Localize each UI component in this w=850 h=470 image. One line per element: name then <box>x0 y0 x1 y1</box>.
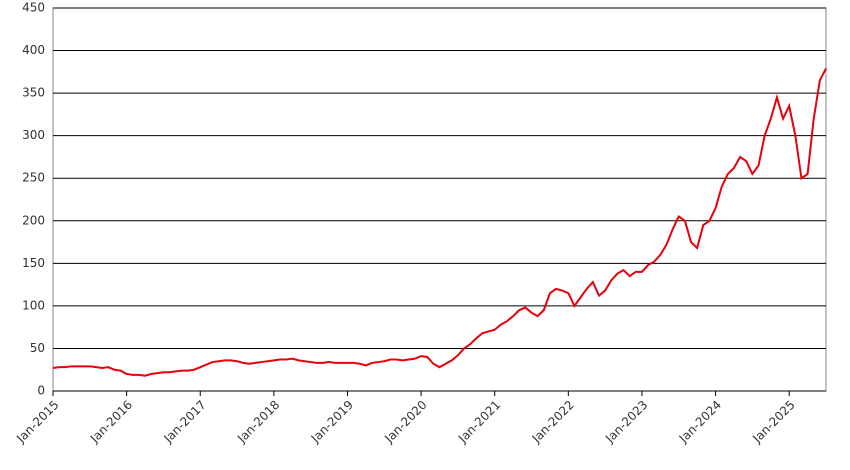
y-tick-label: 100 <box>22 298 45 312</box>
x-tick-label: Jan-2024 <box>676 398 724 446</box>
x-tick-label: Jan-2017 <box>160 398 208 446</box>
y-tick-label: 450 <box>22 1 45 15</box>
x-tick-label: Jan-2021 <box>455 398 503 446</box>
line-series <box>52 67 827 377</box>
y-tick-label: 150 <box>22 256 45 270</box>
y-tick-label: 300 <box>22 128 45 142</box>
x-tick-label: Jan-2022 <box>529 398 577 446</box>
plot-frame <box>52 7 827 392</box>
x-tick-label: Jan-2023 <box>602 398 650 446</box>
x-tick-label: Jan-2020 <box>381 398 429 446</box>
y-tick-label: 350 <box>22 86 45 100</box>
y-tick-label: 50 <box>30 341 45 355</box>
y-tick-label: 400 <box>22 43 45 57</box>
x-tick-label: Jan-2018 <box>234 398 282 446</box>
y-tick-label: 200 <box>22 213 45 227</box>
y-tick-label: 250 <box>22 171 45 185</box>
x-tick-label: Jan-2019 <box>308 398 356 446</box>
x-tick-label: Jan-2016 <box>87 398 135 446</box>
y-tick-label: 0 <box>37 384 45 398</box>
x-tick-label: Jan-2025 <box>749 398 797 446</box>
x-tick-label: Jan-2015 <box>13 398 61 446</box>
